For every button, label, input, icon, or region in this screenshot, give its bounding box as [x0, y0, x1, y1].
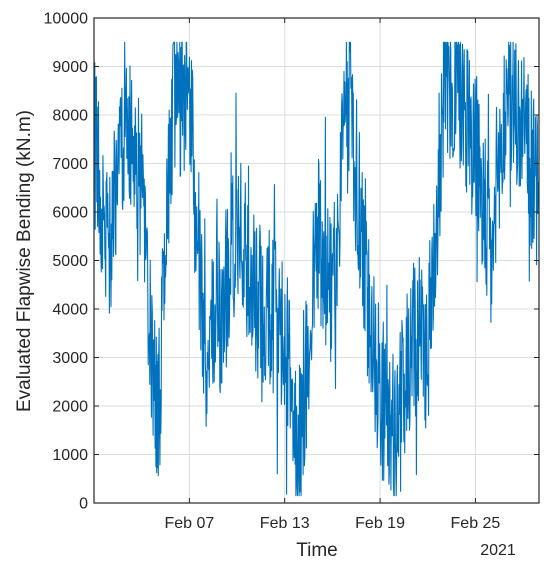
x-axis-year-label: 2021 [480, 542, 516, 559]
x-tick-label: Feb 13 [260, 515, 310, 532]
y-tick-label: 2000 [52, 399, 88, 416]
y-tick-label: 1000 [52, 447, 88, 464]
y-tick-label: 6000 [52, 205, 88, 222]
x-tick-label: Feb 07 [164, 515, 214, 532]
x-tick-label: Feb 25 [451, 515, 501, 532]
y-tick-label: 8000 [52, 108, 88, 125]
y-tick-label: 5000 [52, 253, 88, 270]
x-axis: Feb 07 Feb 13 Feb 19 Feb 25 [164, 18, 500, 532]
y-tick-label: 3000 [52, 350, 88, 367]
x-tick-label: Feb 19 [355, 515, 405, 532]
series-line [93, 41, 540, 497]
y-tick-label: 7000 [52, 156, 88, 173]
y-tick-label: 0 [79, 496, 88, 513]
x-axis-label: Time [296, 540, 338, 561]
y-axis: 0 1000 2000 3000 4000 5000 6000 7000 8000 9000 100… [44, 11, 539, 513]
y-axis-label: Evaluated Flapwise Bending (kN.m) [14, 110, 35, 412]
y-tick-label: 4000 [52, 302, 88, 319]
y-tick-label: 10000 [44, 11, 89, 28]
y-tick-label: 9000 [52, 59, 88, 76]
